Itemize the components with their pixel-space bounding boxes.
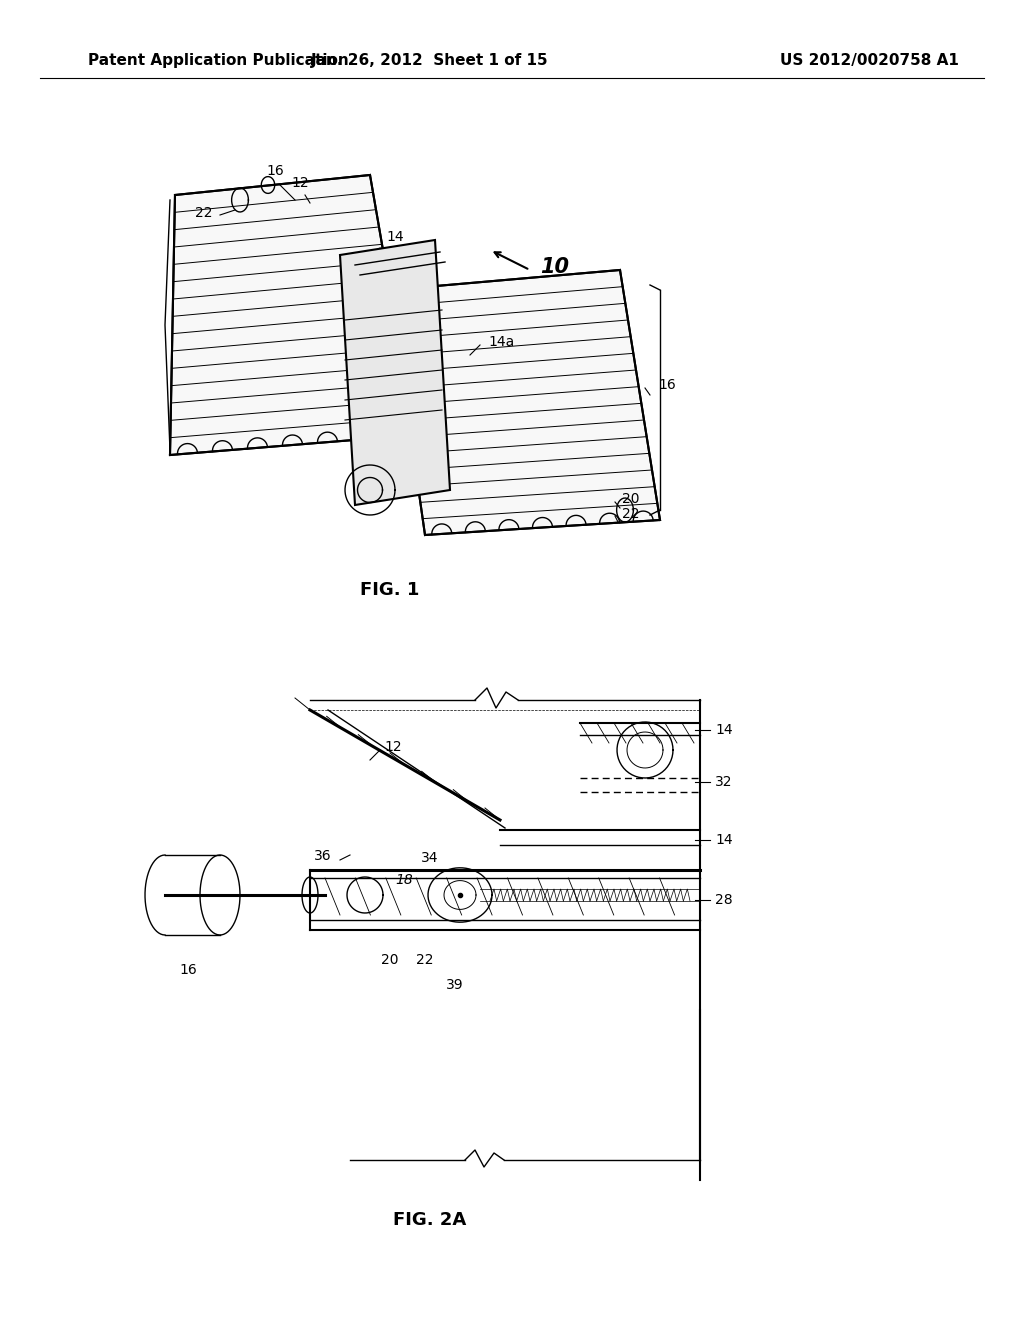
Text: Jan. 26, 2012  Sheet 1 of 15: Jan. 26, 2012 Sheet 1 of 15 bbox=[311, 53, 549, 67]
Polygon shape bbox=[390, 271, 660, 535]
Text: 14a: 14a bbox=[488, 335, 514, 348]
Text: 20: 20 bbox=[381, 953, 398, 968]
Text: 18: 18 bbox=[395, 873, 413, 887]
Text: 22: 22 bbox=[416, 953, 434, 968]
Text: 28: 28 bbox=[715, 894, 732, 907]
Text: 22: 22 bbox=[622, 507, 640, 521]
Text: FIG. 2A: FIG. 2A bbox=[393, 1210, 467, 1229]
Text: US 2012/0020758 A1: US 2012/0020758 A1 bbox=[780, 53, 958, 67]
Text: 10: 10 bbox=[540, 257, 569, 277]
Polygon shape bbox=[170, 176, 415, 455]
Text: Patent Application Publication: Patent Application Publication bbox=[88, 53, 349, 67]
Text: 12: 12 bbox=[384, 741, 401, 754]
Text: 16: 16 bbox=[658, 378, 676, 392]
Text: 14: 14 bbox=[715, 723, 732, 737]
Text: 32: 32 bbox=[715, 775, 732, 789]
Text: 16: 16 bbox=[179, 964, 197, 977]
Text: 34: 34 bbox=[421, 851, 438, 865]
Text: 39: 39 bbox=[446, 978, 464, 993]
Polygon shape bbox=[340, 240, 450, 506]
Text: 14: 14 bbox=[715, 833, 732, 847]
Text: FIG. 1: FIG. 1 bbox=[360, 581, 420, 599]
Text: 14: 14 bbox=[386, 230, 403, 244]
Text: 12: 12 bbox=[291, 176, 309, 190]
Text: 16: 16 bbox=[266, 164, 284, 178]
Text: 36: 36 bbox=[314, 849, 332, 863]
Text: 22: 22 bbox=[195, 206, 212, 220]
Text: 20: 20 bbox=[622, 492, 640, 506]
